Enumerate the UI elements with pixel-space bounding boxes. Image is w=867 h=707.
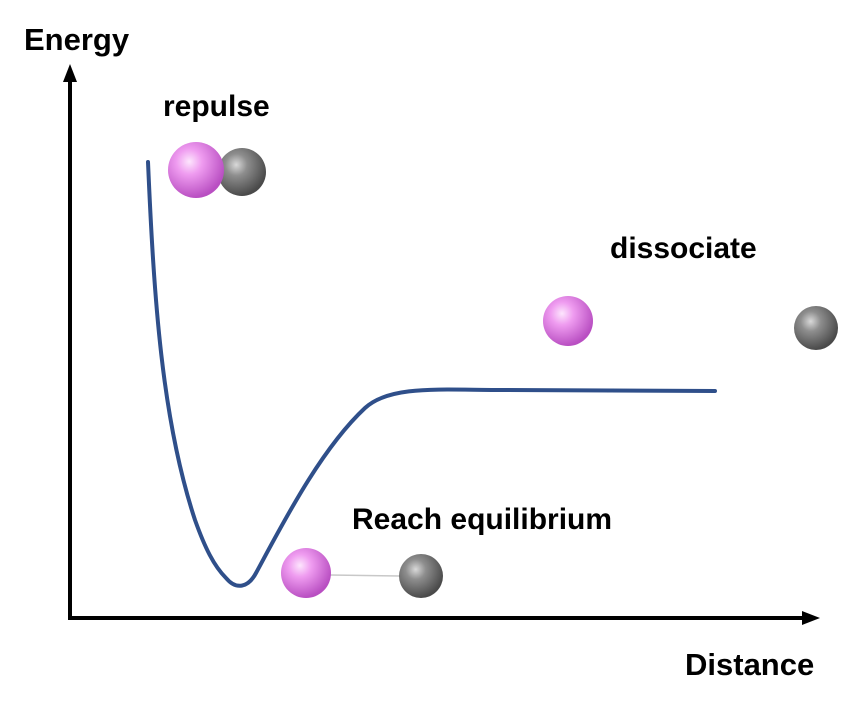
gray-atom xyxy=(794,306,838,350)
y-axis-arrowhead xyxy=(63,64,77,82)
gray-atom xyxy=(399,554,443,598)
repulse-label: repulse xyxy=(163,90,270,123)
pink-atom xyxy=(168,142,224,198)
bond-line xyxy=(329,574,401,577)
x-axis-arrowhead xyxy=(802,611,820,625)
equilibrium-label: Reach equilibrium xyxy=(352,503,612,536)
potential-energy-curve xyxy=(146,160,717,588)
y-axis-label: Energy xyxy=(24,22,130,57)
pink-atom xyxy=(281,548,331,598)
axes xyxy=(63,64,820,625)
dissociate-label: dissociate xyxy=(610,232,757,265)
equilibrium-atom-pair xyxy=(281,548,443,598)
dissociated-atoms xyxy=(543,296,838,350)
gray-atom xyxy=(218,148,266,196)
x-axis-label: Distance xyxy=(685,647,814,682)
repulse-atom-pair xyxy=(168,142,266,198)
pink-atom xyxy=(543,296,593,346)
